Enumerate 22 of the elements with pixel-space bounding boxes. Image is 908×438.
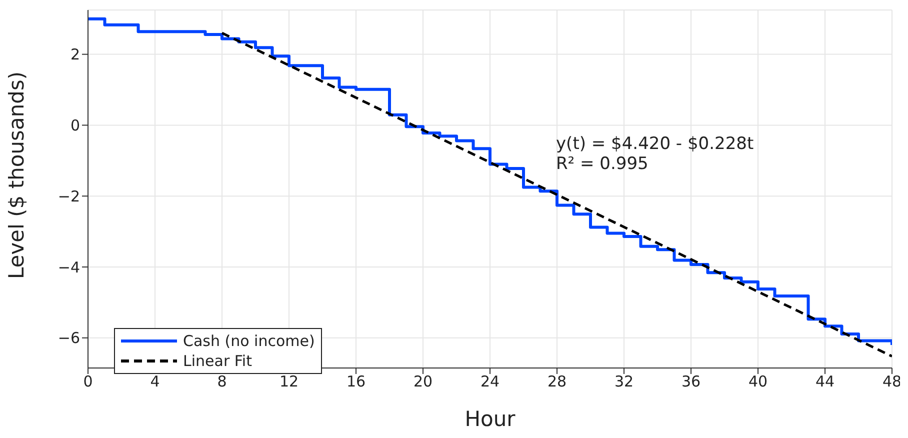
y-tick-label: −6 (58, 329, 80, 348)
x-tick-label: 0 (83, 372, 93, 391)
x-tick-label: 12 (279, 372, 299, 391)
x-tick-label: 40 (748, 372, 768, 391)
y-tick-label: −4 (58, 258, 80, 276)
legend-label: Linear Fit (182, 351, 253, 371)
annotation: R² = 0.995 (556, 154, 650, 174)
x-tick-label: 20 (413, 372, 433, 391)
x-tick-label: 44 (815, 372, 835, 391)
y-tick-label: 0 (70, 116, 80, 135)
y-tick-label: −2 (58, 187, 80, 206)
x-tick-label: 8 (217, 372, 227, 391)
legend-label: Cash (no income) (182, 331, 315, 351)
y-tick-label: 2 (70, 46, 80, 64)
x-tick-label: 32 (614, 372, 634, 391)
x-axis-title: Hour (464, 407, 516, 431)
x-tick-label: 24 (480, 372, 500, 391)
x-tick-label: 16 (346, 372, 366, 391)
annotation: y(t) = $4.420 - $0.228t (556, 134, 754, 154)
x-tick-label: 4 (150, 372, 160, 391)
x-tick-label: 36 (681, 372, 701, 391)
x-tick-label: 28 (547, 372, 567, 391)
